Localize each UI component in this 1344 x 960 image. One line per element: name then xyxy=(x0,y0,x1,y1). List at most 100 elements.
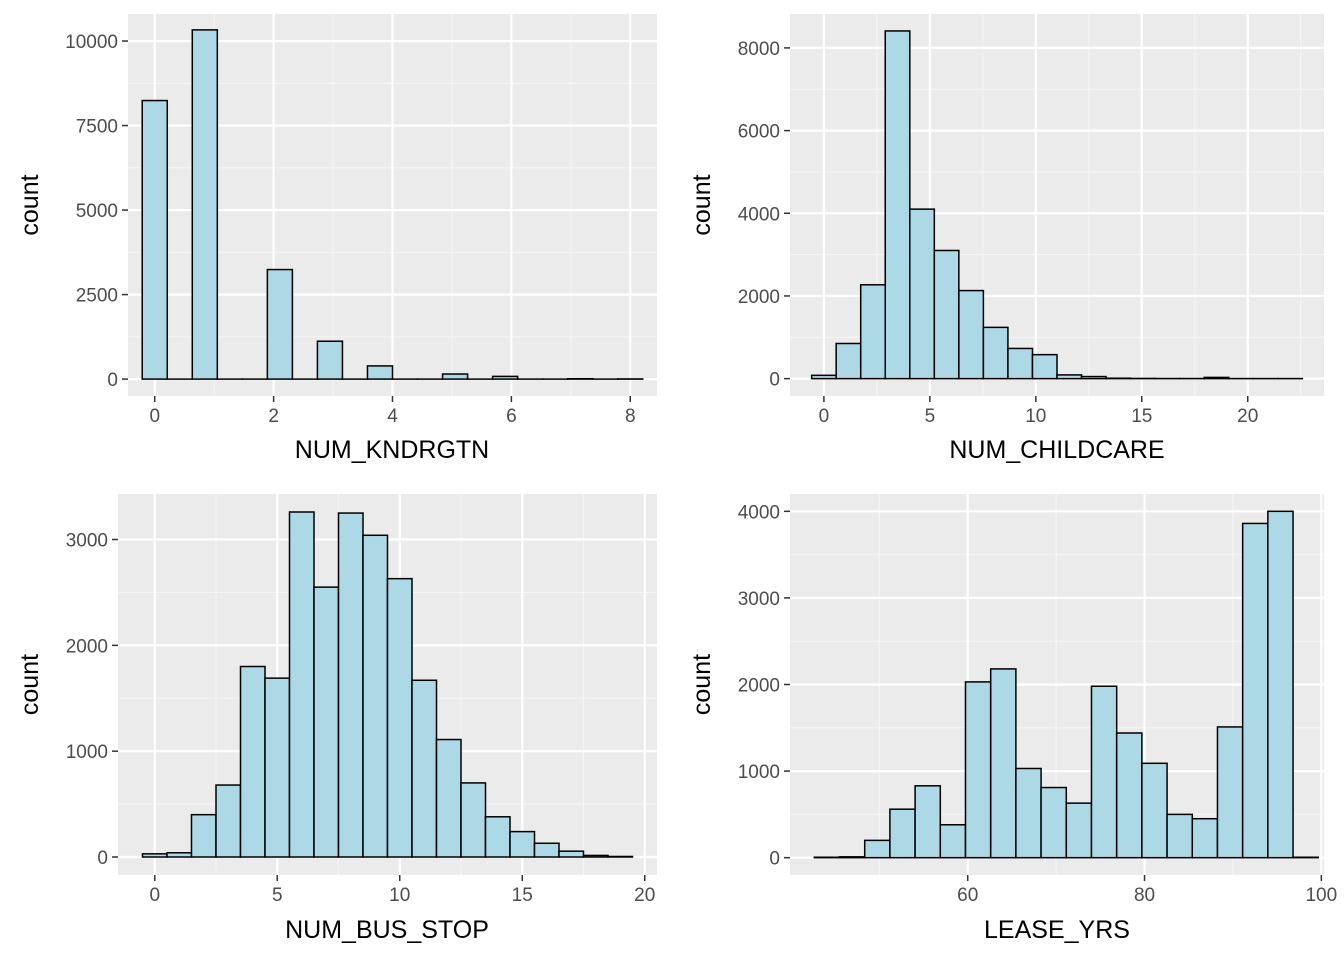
histogram-bars xyxy=(813,510,1320,859)
histogram-bar xyxy=(239,665,266,858)
y-tick-label: 1000 xyxy=(738,762,780,783)
histogram-bar xyxy=(982,326,1009,380)
y-tick-label: 2000 xyxy=(738,287,780,308)
histogram-bar xyxy=(266,268,294,380)
histogram-bar xyxy=(166,852,193,858)
histogram-bar xyxy=(914,785,942,859)
y-tick-label: 3000 xyxy=(738,589,780,610)
histogram-bar xyxy=(386,577,413,858)
x-tick-label: 80 xyxy=(1134,885,1155,906)
histogram-bar xyxy=(141,853,168,858)
y-axis-ticks: 0 2000 4000 6000 8000 xyxy=(738,39,790,391)
chart-panel-num-bus-stop: 0 5 10 15 20 0 1000 2000 3000 NUM_BUS_STOP coun… xyxy=(16,494,657,944)
histogram-bar xyxy=(958,289,985,380)
x-axis-ticks: 0 5 10 15 20 xyxy=(149,875,655,906)
histogram-bar xyxy=(509,830,536,858)
y-tick-label: 0 xyxy=(97,848,108,869)
y-tick-label: 6000 xyxy=(738,122,780,143)
histogram-bar xyxy=(607,855,634,858)
y-tick-label: 10000 xyxy=(65,32,118,53)
x-tick-label: 0 xyxy=(819,406,830,427)
histogram-bar xyxy=(933,249,960,380)
histogram-bar xyxy=(313,586,340,858)
histogram-bar xyxy=(1166,813,1194,859)
histogram-bar xyxy=(859,284,886,380)
histogram-bar xyxy=(1040,786,1068,859)
y-tick-label: 1000 xyxy=(66,742,108,763)
chart-panel-num-childcare: 0 5 10 15 20 0 2000 4000 6000 8000 NUM_CHILDCARE… xyxy=(688,14,1324,464)
histogram-bar xyxy=(288,511,315,858)
y-axis-title: count xyxy=(688,654,716,715)
x-tick-label: 10 xyxy=(389,885,410,906)
x-tick-label: 100 xyxy=(1305,885,1337,906)
y-tick-label: 0 xyxy=(107,370,118,391)
x-tick-label: 15 xyxy=(512,885,533,906)
histogram-bar xyxy=(435,738,462,858)
histogram-bar xyxy=(491,375,519,380)
histogram-bars xyxy=(141,29,644,380)
histogram-bar xyxy=(1007,347,1034,380)
y-axis-title: count xyxy=(16,654,44,715)
y-tick-label: 5000 xyxy=(76,201,118,222)
histogram-bar xyxy=(141,99,169,380)
histogram-bar xyxy=(316,340,344,380)
y-tick-label: 3000 xyxy=(66,531,108,552)
y-axis-title: count xyxy=(688,174,716,235)
histogram-bar xyxy=(838,856,866,859)
x-tick-label: 5 xyxy=(925,406,936,427)
histogram-bar xyxy=(1191,817,1219,859)
histogram-bar xyxy=(411,679,438,858)
y-tick-label: 7500 xyxy=(76,117,118,138)
histogram-bar xyxy=(810,374,837,380)
histogram-bar xyxy=(191,29,219,380)
histogram-bar xyxy=(366,365,394,380)
histogram-bar xyxy=(460,782,487,858)
y-tick-label: 2500 xyxy=(76,286,118,307)
histogram-bar xyxy=(889,808,916,859)
y-axis-ticks: 0 1000 2000 3000 xyxy=(66,531,118,869)
histogram-bar xyxy=(533,842,560,858)
histogram-bar xyxy=(1267,510,1294,859)
histogram-bar xyxy=(909,208,936,380)
histogram-bar xyxy=(215,784,242,858)
x-tick-label: 8 xyxy=(625,406,636,427)
x-axis-title: NUM_CHILDCARE xyxy=(949,436,1164,464)
chart-panel-lease-yrs: 60 80 100 0 1000 2000 3000 4000 LEASE_YRS coun… xyxy=(688,494,1337,944)
histogram-bars xyxy=(141,511,634,858)
histogram-bar xyxy=(484,816,511,858)
histogram-bar xyxy=(1241,522,1269,859)
histogram-bars xyxy=(810,30,1304,380)
x-axis-title: NUM_BUS_STOP xyxy=(285,916,489,944)
histogram-bar xyxy=(1031,353,1058,380)
histogram-bar xyxy=(835,342,862,380)
x-axis-title: NUM_KNDRGTN xyxy=(295,436,489,464)
histogram-bar xyxy=(558,850,585,858)
histogram-bar xyxy=(582,854,609,858)
y-axis-title: count xyxy=(16,174,44,235)
histogram-bar xyxy=(190,813,217,858)
x-tick-label: 20 xyxy=(1237,406,1258,427)
x-axis-ticks: 0 2 4 6 8 xyxy=(149,396,636,427)
x-tick-label: 6 xyxy=(506,406,517,427)
x-tick-label: 2 xyxy=(268,406,279,427)
x-axis-ticks: 0 5 10 15 20 xyxy=(819,396,1258,427)
histogram-bar xyxy=(1065,802,1093,859)
histogram-bar xyxy=(1141,762,1168,859)
histogram-bar xyxy=(1203,376,1230,380)
y-tick-label: 4000 xyxy=(738,204,780,225)
y-tick-label: 0 xyxy=(769,370,780,391)
chart-panel-num-kndrgtn: 0 2 4 6 8 0 2500 5000 7500 10000 NUM_KNDRGTN cou… xyxy=(16,14,657,464)
histogram-bar xyxy=(989,668,1017,859)
y-tick-label: 8000 xyxy=(738,39,780,60)
y-tick-label: 2000 xyxy=(738,676,780,697)
x-tick-label: 15 xyxy=(1131,406,1152,427)
y-axis-ticks: 0 2500 5000 7500 10000 xyxy=(65,32,128,391)
x-tick-label: 20 xyxy=(634,885,655,906)
x-tick-label: 0 xyxy=(149,406,160,427)
histogram-bar xyxy=(1090,685,1118,859)
histogram-bar xyxy=(1216,726,1244,859)
x-tick-label: 0 xyxy=(149,885,160,906)
x-axis-title: LEASE_YRS xyxy=(984,916,1130,944)
histogram-bar xyxy=(441,373,469,380)
